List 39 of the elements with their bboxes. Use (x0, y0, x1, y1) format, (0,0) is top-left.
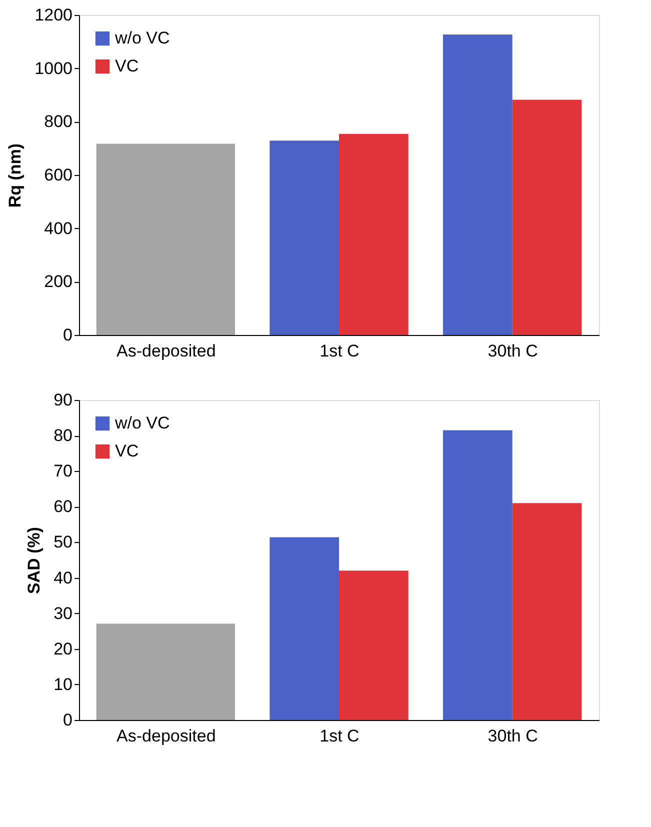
y-tick-label: 10 (54, 674, 72, 694)
y-tick-label: 0 (63, 326, 72, 344)
y-tick-label: 1200 (34, 6, 72, 24)
y-tick-label: 40 (54, 568, 72, 588)
y-tick-label: 600 (44, 166, 72, 184)
bar (339, 134, 408, 335)
y-tick-label: 30 (54, 604, 72, 623)
bar (443, 34, 512, 335)
bar (512, 100, 582, 335)
bar (270, 140, 339, 335)
x-tick-label: 1st C (320, 342, 360, 360)
y-axis-title: Rq (nm) (6, 143, 25, 208)
y-tick-label: 20 (54, 639, 72, 658)
legend-label: w/o VC (114, 414, 170, 432)
y-tick-label: 70 (54, 462, 72, 481)
x-tick-label: As-deposited (116, 342, 216, 360)
x-tick-label: 30th C (488, 342, 538, 360)
bar (443, 430, 512, 720)
legend-label: VC (115, 442, 139, 460)
legend-label: w/o VC (114, 28, 170, 48)
y-tick-label: 90 (54, 390, 72, 410)
y-tick-label: 80 (54, 426, 72, 446)
y-tick-label: 60 (54, 497, 72, 516)
bar (339, 570, 408, 720)
y-tick-label: 50 (54, 532, 72, 552)
y-tick-label: 0 (63, 710, 72, 730)
bar (512, 503, 582, 720)
x-tick-label: 30th C (488, 726, 538, 746)
y-tick-label: 1000 (34, 58, 72, 78)
bar (270, 537, 339, 720)
x-tick-label: 1st C (320, 726, 360, 746)
x-tick-label: As-deposited (116, 726, 216, 746)
y-tick-label: 400 (44, 218, 72, 238)
bar (96, 144, 235, 335)
y-axis-title: SAD (%) (24, 526, 44, 594)
bar (96, 624, 235, 720)
legend-label: VC (115, 56, 139, 76)
y-tick-label: 800 (44, 112, 72, 132)
y-tick-label: 200 (44, 272, 72, 292)
